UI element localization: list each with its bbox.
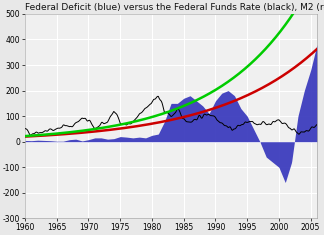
Text: Federal Deficit (blue) versus the Federal Funds Rate (black), M2 (red), and M3 (: Federal Deficit (blue) versus the Federa…	[25, 3, 324, 12]
